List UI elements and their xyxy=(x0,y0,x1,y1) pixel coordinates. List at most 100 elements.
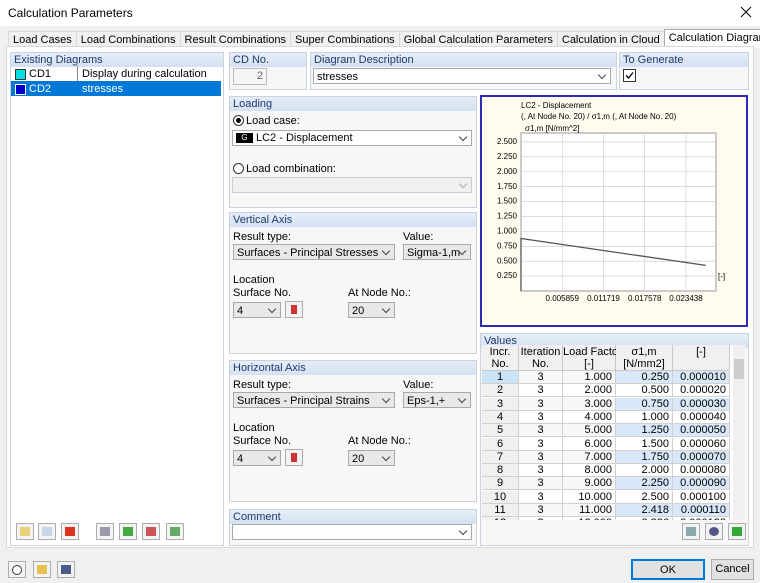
table-cell: 4.000 xyxy=(563,410,616,424)
gh: Comment xyxy=(230,510,476,524)
cancel-button[interactable]: Cancel xyxy=(711,559,754,580)
value-combo[interactable]: Sigma-1,m xyxy=(403,244,471,260)
gh: Diagram Description xyxy=(311,53,616,67)
combo-value: 4 xyxy=(237,453,244,465)
element xyxy=(291,453,297,462)
table-cell: 0.500 xyxy=(616,384,673,398)
load-case-tag: G xyxy=(236,133,253,143)
column-header: Load Factor [-] xyxy=(563,345,622,371)
tab[interactable]: Load Combinations xyxy=(75,31,181,48)
comment-combo[interactable] xyxy=(232,524,472,540)
table-cell: 5 xyxy=(482,424,519,438)
tab[interactable]: Super Combinations xyxy=(290,31,400,48)
close-button[interactable] xyxy=(740,6,752,18)
table-cell: 9 xyxy=(482,477,519,491)
table-cell: 10.000 xyxy=(563,490,616,504)
table-cell: 2.000 xyxy=(563,384,616,398)
uncheck-button[interactable] xyxy=(142,523,160,540)
y-tick-label: 1.000 xyxy=(497,226,518,235)
export-button[interactable] xyxy=(728,523,746,540)
result-type-combo[interactable]: Surfaces - Principal Strains xyxy=(233,392,395,408)
table-cell: 3 xyxy=(519,371,563,384)
table-cell: 3 xyxy=(519,490,563,504)
table-cell: 12.000 xyxy=(563,517,616,520)
list-row-selected[interactable] xyxy=(11,81,221,96)
header-text: No. xyxy=(531,358,550,370)
table-cell: 3 xyxy=(519,424,563,438)
surface-combo[interactable]: 4 xyxy=(233,450,281,466)
panel-title: Vertical Axis xyxy=(233,214,293,226)
scrollbar[interactable] xyxy=(733,345,745,520)
load-case-combo[interactable] xyxy=(232,130,472,146)
panel-title: Comment xyxy=(233,511,281,523)
tab[interactable]: Load Cases xyxy=(8,31,77,48)
table-cell: 3 xyxy=(519,517,563,520)
load-case-radio[interactable] xyxy=(233,115,244,126)
panel-header: Existing Diagrams xyxy=(11,53,223,67)
table-cell: 0.000110 xyxy=(673,504,730,517)
table-cell: 0.000080 xyxy=(673,464,730,478)
label: Location xyxy=(233,274,275,286)
table-cell: 3 xyxy=(519,504,563,517)
open-button[interactable] xyxy=(33,561,51,578)
swap-button[interactable] xyxy=(166,523,184,540)
value-combo[interactable]: Eps-1,+ xyxy=(403,392,471,408)
table-cell: 0.000070 xyxy=(673,450,730,464)
to-generate-checkbox[interactable] xyxy=(623,69,636,82)
label: Location xyxy=(233,422,275,434)
panel-title: Values xyxy=(484,335,517,347)
load-combination-radio[interactable] xyxy=(233,163,244,174)
header-text: Load Factor xyxy=(563,346,622,358)
tab[interactable]: Calculation Diagrams xyxy=(663,29,760,48)
panel-title: Horizontal Axis xyxy=(233,362,306,374)
table-cell: 0.000060 xyxy=(673,437,730,451)
y-tick-label: 0.250 xyxy=(497,271,518,280)
table-cell: 0.250 xyxy=(616,371,673,384)
y-tick-label: 1.500 xyxy=(497,197,518,206)
diagram-label: stresses xyxy=(82,83,123,95)
element xyxy=(123,527,133,536)
element xyxy=(42,527,52,536)
surface-combo[interactable]: 4 xyxy=(233,302,281,318)
print-button[interactable] xyxy=(682,523,700,540)
element xyxy=(625,72,634,79)
panel-title: Existing Diagrams xyxy=(14,54,103,66)
table-cell: 10 xyxy=(482,490,519,504)
table-cell: 3 xyxy=(519,397,563,411)
pick-button[interactable] xyxy=(285,301,303,318)
help-button[interactable] xyxy=(8,561,26,578)
table-cell: 1.000 xyxy=(616,410,673,424)
label: Result type: xyxy=(233,379,292,391)
delete-button[interactable] xyxy=(61,523,79,540)
ok-button[interactable]: OK xyxy=(631,559,705,580)
element xyxy=(12,565,22,575)
check-button[interactable] xyxy=(119,523,137,540)
node-combo[interactable]: 20 xyxy=(348,302,395,318)
chart-title: LC2 - Displacement xyxy=(521,101,592,110)
copy-button[interactable] xyxy=(38,523,56,540)
label: At Node No.: xyxy=(348,287,411,299)
zoom-button[interactable] xyxy=(705,523,723,540)
table-cell: 9.000 xyxy=(563,477,616,491)
table-cell: 3 xyxy=(519,477,563,491)
table-cell: 5.000 xyxy=(563,424,616,438)
header-text: Iteration xyxy=(520,346,561,358)
table-cell: 2.000 xyxy=(616,464,673,478)
table-cell: 2.336 xyxy=(616,517,673,520)
column-header: σ1,m [N/mm2] xyxy=(616,345,673,371)
node-combo[interactable]: 20 xyxy=(348,450,395,466)
label: Load case: xyxy=(246,115,300,127)
scroll-thumb[interactable] xyxy=(734,359,744,379)
pick-button[interactable] xyxy=(285,449,303,466)
x-tick-label: 0.011719 xyxy=(587,294,620,303)
result-type-combo[interactable]: Surfaces - Principal Stresses xyxy=(233,244,395,260)
tab[interactable]: Result Combinations xyxy=(179,31,292,48)
tool-button[interactable] xyxy=(96,523,114,540)
plot-area xyxy=(520,132,717,292)
header-text: σ1,m xyxy=(631,346,657,358)
description-combo[interactable]: stresses xyxy=(313,68,611,84)
save-button[interactable] xyxy=(57,561,75,578)
combo-value: Sigma-1,m xyxy=(407,247,461,259)
new-button[interactable] xyxy=(16,523,34,540)
